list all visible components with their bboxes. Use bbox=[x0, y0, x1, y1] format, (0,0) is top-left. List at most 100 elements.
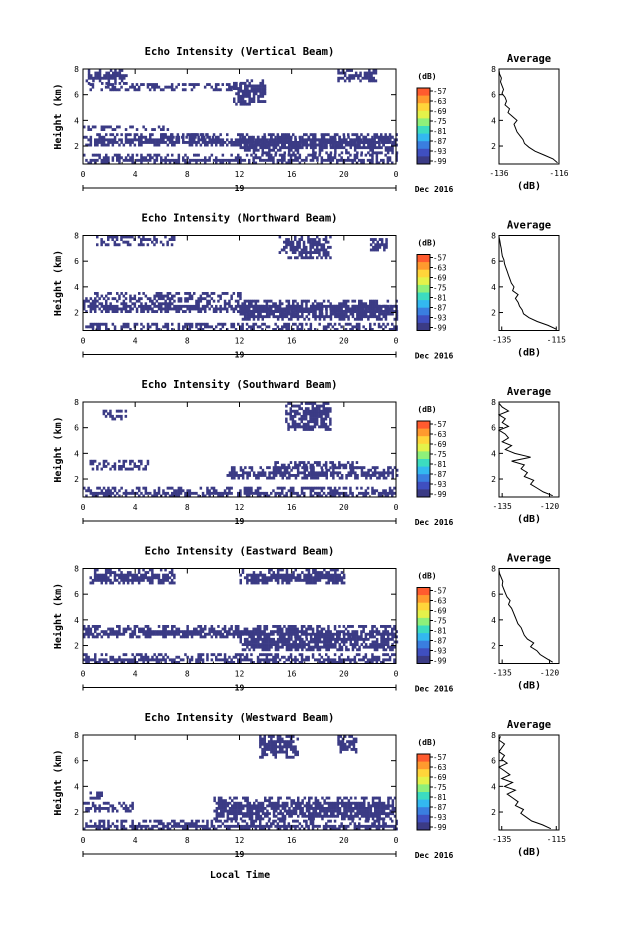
echo-cell bbox=[313, 248, 317, 252]
echo-cell bbox=[276, 581, 280, 585]
echo-cell bbox=[391, 491, 394, 495]
echo-cell bbox=[250, 302, 253, 306]
echo-cell bbox=[246, 474, 249, 477]
echo-cell bbox=[160, 133, 163, 137]
echo-cell bbox=[364, 643, 368, 646]
echo-cell bbox=[105, 76, 108, 80]
echo-cell bbox=[199, 133, 203, 137]
echo-cell bbox=[318, 474, 322, 477]
echo-cell bbox=[237, 141, 240, 144]
echo-cell bbox=[294, 322, 297, 326]
echo-cell bbox=[263, 304, 266, 308]
echo-cell bbox=[254, 315, 258, 319]
echo-cell bbox=[268, 146, 271, 150]
echo-cell bbox=[257, 581, 260, 585]
echo-cell bbox=[281, 141, 284, 144]
echo-cell bbox=[305, 630, 308, 634]
echo-cell bbox=[140, 310, 143, 313]
echo-cell bbox=[221, 292, 225, 295]
echo-cell bbox=[382, 312, 385, 316]
echo-cell bbox=[138, 627, 141, 631]
colorbar-swatch bbox=[417, 118, 430, 127]
echo-cell bbox=[257, 100, 260, 103]
echo-cell bbox=[307, 238, 310, 241]
echo-cell bbox=[360, 471, 364, 475]
echo-cell bbox=[142, 576, 145, 580]
echo-cell bbox=[177, 153, 181, 157]
echo-cell bbox=[292, 486, 295, 490]
echo-cell bbox=[94, 310, 97, 313]
echo-cell bbox=[250, 84, 254, 88]
echo-cell bbox=[184, 630, 187, 634]
echo-cell bbox=[274, 630, 277, 634]
echo-cell bbox=[377, 307, 381, 311]
echo-cell bbox=[276, 148, 280, 152]
echo-cell bbox=[327, 632, 330, 636]
echo-cell bbox=[138, 630, 141, 634]
echo-cell bbox=[358, 135, 361, 139]
x-tick-label: 12 bbox=[235, 503, 245, 512]
echo-cell bbox=[316, 643, 319, 646]
echo-cell bbox=[279, 310, 282, 313]
echo-cell bbox=[336, 312, 339, 316]
echo-cell bbox=[105, 294, 108, 298]
echo-cell bbox=[144, 571, 147, 574]
echo-cell bbox=[329, 640, 333, 644]
echo-cell bbox=[315, 422, 319, 426]
echo-cell bbox=[373, 135, 377, 139]
x-tick-label: 16 bbox=[287, 503, 297, 512]
echo-cell bbox=[382, 468, 386, 472]
echo-cell bbox=[298, 146, 302, 150]
echo-cell bbox=[278, 299, 282, 303]
echo-cell bbox=[83, 135, 86, 139]
echo-cell bbox=[323, 645, 326, 649]
echo-cell bbox=[228, 632, 231, 636]
echo-cell bbox=[342, 135, 346, 139]
echo-cell bbox=[168, 632, 172, 636]
echo-cell bbox=[294, 235, 297, 239]
echo-cell bbox=[349, 466, 352, 470]
echo-cell bbox=[311, 412, 314, 416]
y-tick-label: 2 bbox=[74, 475, 79, 484]
echo-cell bbox=[118, 156, 121, 160]
echo-cell bbox=[316, 627, 319, 631]
echo-region bbox=[239, 632, 399, 652]
echo-cell bbox=[223, 489, 227, 493]
echo-cell bbox=[246, 637, 249, 641]
echo-cell bbox=[383, 248, 386, 252]
echo-cell bbox=[261, 322, 264, 326]
echo-cell bbox=[98, 79, 102, 83]
echo-cell bbox=[371, 146, 374, 150]
echo-cell bbox=[325, 310, 328, 313]
echo-cell bbox=[318, 151, 322, 155]
echo-cell bbox=[314, 576, 317, 580]
echo-cell bbox=[358, 312, 361, 316]
echo-cell bbox=[173, 299, 176, 303]
echo-cell bbox=[170, 568, 174, 572]
echo-cell bbox=[325, 640, 328, 644]
echo-cell bbox=[322, 402, 325, 405]
echo-cell bbox=[292, 151, 295, 155]
echo-cell bbox=[206, 304, 209, 308]
echo-cell bbox=[331, 143, 335, 147]
echo-cell bbox=[87, 161, 90, 165]
echo-cell bbox=[302, 240, 306, 244]
echo-cell bbox=[290, 146, 293, 150]
echo-cell bbox=[102, 412, 106, 416]
echo-cell bbox=[175, 138, 178, 142]
colorbar-swatch bbox=[417, 436, 430, 445]
echo-cell bbox=[315, 415, 319, 418]
echo-cell bbox=[153, 143, 156, 147]
echo-cell bbox=[239, 161, 242, 165]
echo-cell bbox=[287, 161, 291, 165]
echo-cell bbox=[281, 312, 284, 316]
echo-cell bbox=[369, 325, 372, 329]
echo-cell bbox=[329, 310, 333, 313]
echo-cell bbox=[87, 632, 90, 636]
echo-cell bbox=[252, 578, 256, 582]
echo-cell bbox=[245, 627, 249, 631]
echo-cell bbox=[312, 471, 315, 475]
echo-cell bbox=[223, 292, 227, 295]
echo-cell bbox=[241, 302, 244, 306]
echo-cell bbox=[348, 74, 351, 78]
